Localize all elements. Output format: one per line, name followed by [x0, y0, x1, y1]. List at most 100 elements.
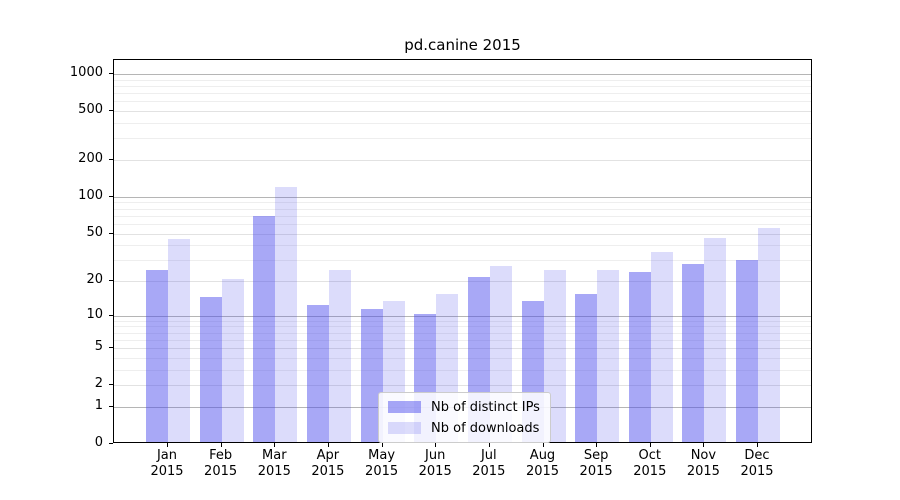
bar-distinct-ips-dec [736, 259, 758, 442]
legend-swatch-downloads [388, 422, 421, 434]
gridline-y-minor-70 [114, 215, 811, 217]
gridline-y-minor-3 [114, 369, 811, 371]
y-tick-50 [109, 232, 113, 234]
gridline-y-minor-300 [114, 138, 811, 140]
x-tick-jul [488, 443, 490, 447]
x-tick-label-month-oct: Oct [638, 448, 662, 463]
x-tick-label-dec: Dec 2015 [727, 448, 787, 480]
x-tick-label-year-may: 2015 [365, 464, 399, 479]
legend-label-distinct-ips: Nb of distinct IPs [431, 399, 540, 415]
y-tick-label-200: 200 [78, 151, 103, 166]
x-tick-label-month-sep: Sep [583, 448, 609, 463]
x-tick-label-may: May 2015 [352, 448, 412, 480]
x-tick-label-month-dec: Dec [744, 448, 770, 463]
y-tick-label-10: 10 [86, 306, 103, 322]
y-tick-label-20: 20 [86, 272, 103, 287]
gridline-y-minor-900 [114, 79, 811, 81]
bar-distinct-ips-mar [253, 216, 276, 442]
x-tick-label-month-jan: Jan [156, 448, 178, 463]
x-tick-label-month-feb: Feb [209, 448, 233, 463]
gridline-y-minor-7 [114, 332, 811, 334]
x-tick-label-year-apr: 2015 [311, 464, 345, 479]
y-tick-500 [109, 110, 113, 112]
y-tick-200 [109, 159, 113, 160]
y-tick-2 [109, 384, 113, 386]
x-tick-label-jan: Jan 2015 [137, 448, 197, 480]
x-tick-label-month-mar: Mar [262, 448, 287, 463]
gridline-y-1000 [114, 74, 811, 75]
x-tick-nov [703, 443, 705, 447]
x-tick-jun [435, 443, 437, 447]
gridline-y-500 [114, 111, 811, 113]
x-tick-label-year-jul: 2015 [472, 464, 506, 479]
bar-downloads-nov [704, 238, 727, 442]
y-tick-20 [109, 280, 113, 281]
x-tick-label-feb: Feb 2015 [191, 448, 251, 480]
y-tick-1 [109, 405, 113, 407]
x-tick-label-mar: Mar 2015 [244, 448, 304, 480]
bar-downloads-apr [328, 269, 351, 442]
x-tick-label-year-aug: 2015 [525, 464, 560, 479]
bar-distinct-ips-nov [682, 263, 705, 442]
x-tick-label-month-apr: Apr [316, 448, 340, 463]
x-tick-label-year-mar: 2015 [257, 464, 291, 479]
y-tick-1000 [109, 73, 113, 74]
legend-item-distinct-ips: Nb of distinct IPs [388, 398, 540, 416]
gridline-y-minor-40 [114, 245, 811, 247]
gridline-y-5 [114, 348, 811, 350]
x-tick-label-year-dec: 2015 [740, 464, 774, 479]
x-tick-label-apr: Apr 2015 [298, 448, 358, 480]
x-tick-label-year-jun: 2015 [418, 464, 452, 479]
bar-distinct-ips-feb [199, 297, 222, 442]
gridline-y-minor-800 [114, 86, 811, 87]
plot-area: Nb of distinct IPs Nb of downloads [113, 59, 812, 443]
x-tick-aug [542, 443, 544, 447]
y-tick-label-0: 0 [94, 435, 103, 450]
x-tick-jan [167, 443, 168, 447]
x-tick-label-year-sep: 2015 [579, 464, 613, 479]
bar-distinct-ips-jan [146, 269, 168, 442]
gridline-y-minor-600 [114, 101, 811, 103]
bar-downloads-dec [758, 228, 780, 442]
gridline-y-2 [114, 385, 811, 387]
bar-distinct-ips-oct [628, 271, 651, 442]
gridline-y-minor-9 [114, 320, 811, 322]
gridline-y-minor-60 [114, 223, 811, 225]
bar-downloads-sep [597, 269, 620, 442]
x-tick-sep [596, 443, 598, 447]
y-tick-0 [109, 443, 113, 444]
x-tick-mar [274, 443, 276, 447]
y-tick-label-2: 2 [94, 376, 103, 392]
gridline-y-minor-80 [114, 208, 811, 210]
gridline-y-10 [114, 315, 811, 317]
x-tick-label-month-aug: Aug [529, 448, 556, 463]
gridline-y-minor-4 [114, 357, 811, 359]
legend-swatch-distinct-ips [388, 401, 421, 413]
gridline-y-100 [114, 196, 811, 198]
x-tick-label-aug: Aug 2015 [513, 448, 573, 480]
bar-downloads-jan [168, 239, 190, 442]
y-tick-label-5: 5 [94, 339, 103, 355]
x-tick-label-year-nov: 2015 [686, 464, 720, 479]
x-tick-label-month-may: May [368, 448, 396, 463]
x-tick-label-jun: Jun 2015 [405, 448, 465, 480]
y-tick-label-500: 500 [78, 102, 103, 118]
x-tick-label-jul: Jul 2015 [459, 448, 519, 480]
bar-distinct-ips-may [360, 308, 383, 442]
y-tick-label-1000: 1000 [69, 65, 103, 80]
y-tick-10 [109, 314, 113, 316]
y-tick-100 [109, 195, 113, 197]
x-tick-label-month-nov: Nov [690, 448, 717, 463]
gridline-y-50 [114, 233, 811, 235]
gridline-y-minor-400 [114, 123, 811, 124]
gridline-y-minor-90 [114, 202, 811, 204]
y-tick-label-50: 50 [86, 224, 103, 240]
x-tick-label-month-jul: Jul [480, 448, 497, 463]
x-tick-may [381, 443, 383, 447]
gridline-y-minor-8 [114, 326, 811, 328]
x-tick-label-sep: Sep 2015 [566, 448, 626, 480]
gridline-y-minor-30 [114, 260, 811, 262]
bar-downloads-feb [221, 279, 244, 442]
y-tick-label-100: 100 [78, 187, 103, 203]
